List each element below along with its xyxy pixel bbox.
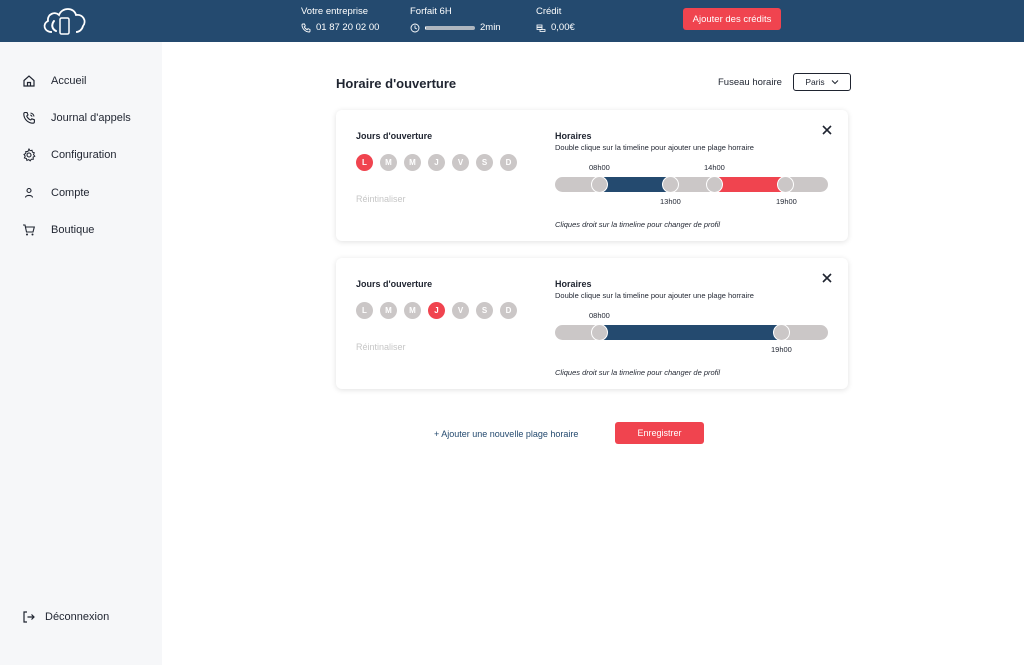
day-toggle-mercredi[interactable]: M	[404, 154, 421, 171]
day-toggle-dimanche[interactable]: D	[500, 154, 517, 171]
range-handle-end[interactable]	[662, 176, 679, 193]
user-icon	[24, 187, 34, 198]
company-phone: 01 87 20 02 00	[316, 22, 380, 33]
day-toggle-mercredi[interactable]: M	[404, 302, 421, 319]
sidebar-item-label: Configuration	[51, 149, 117, 161]
timezone-label: Fuseau horaire	[718, 77, 782, 88]
sidebar-item-journal-appels[interactable]: Journal d'appels	[22, 111, 131, 125]
day-toggle-jeudi[interactable]: J	[428, 302, 445, 319]
chevron-down-icon	[831, 80, 839, 85]
sidebar-item-label: Accueil	[51, 75, 87, 87]
range-handle-end[interactable]	[777, 176, 794, 193]
days-title: Jours d'ouverture	[356, 131, 433, 141]
timezone-value: Paris	[805, 77, 825, 87]
profile-hint: Cliques droit sur la timeline pour chang…	[555, 220, 721, 229]
hours-hint: Double clique sur la timeline pour ajout…	[555, 143, 754, 152]
hours-title: Horaires	[555, 279, 592, 289]
sidebar: Accueil Journal d'appels Configuration C…	[0, 42, 162, 665]
plan-usage-value: 2min	[480, 22, 501, 33]
timeline[interactable]	[555, 176, 828, 193]
sidebar-item-boutique[interactable]: Boutique	[22, 223, 94, 237]
range-start-label: 14h00	[704, 163, 725, 172]
day-toggle-dimanche[interactable]: D	[500, 302, 517, 319]
time-range-segment[interactable]	[599, 177, 671, 192]
sidebar-item-compte[interactable]: Compte	[22, 186, 90, 200]
timezone-select[interactable]: Paris	[793, 73, 851, 91]
sidebar-item-label: Compte	[51, 187, 90, 199]
logout-button[interactable]: Déconnexion	[22, 610, 109, 624]
range-handle-start[interactable]	[591, 324, 608, 341]
range-end-label: 19h00	[771, 345, 792, 354]
close-icon[interactable]	[821, 272, 833, 284]
add-credits-button[interactable]: Ajouter des crédits	[683, 8, 781, 30]
day-toggle-vendredi[interactable]: V	[452, 154, 469, 171]
plan-usage-bar	[425, 25, 475, 30]
reset-link[interactable]: Réintinaliser	[356, 342, 406, 352]
cloud-phone-logo-icon[interactable]	[40, 4, 88, 38]
plan-info: Forfait 6H 2min	[410, 6, 501, 33]
day-toggle-samedi[interactable]: S	[476, 302, 493, 319]
reset-link[interactable]: Réintinaliser	[356, 194, 406, 204]
sidebar-item-configuration[interactable]: Configuration	[22, 148, 116, 162]
day-toggle-lundi[interactable]: L	[356, 154, 373, 171]
credit-value: 0,00€	[551, 22, 575, 33]
day-toggle-samedi[interactable]: S	[476, 154, 493, 171]
day-toggle-lundi[interactable]: L	[356, 302, 373, 319]
sidebar-item-label: Journal d'appels	[51, 112, 131, 124]
range-start-label: 08h00	[589, 163, 610, 172]
save-button[interactable]: Enregistrer	[615, 422, 704, 444]
plan-label: Forfait 6H	[410, 6, 452, 17]
credit-label: Crédit	[536, 6, 562, 17]
day-toggle-mardi[interactable]: M	[380, 302, 397, 319]
close-icon[interactable]	[821, 124, 833, 136]
sidebar-item-label: Boutique	[51, 224, 95, 236]
page-title: Horaire d'ouverture	[336, 76, 457, 91]
phone-icon	[301, 23, 311, 32]
top-bar: Votre entreprise 01 87 20 02 00 Forfait …	[0, 0, 1024, 42]
hours-hint: Double clique sur la timeline pour ajout…	[555, 291, 754, 300]
range-handle-end[interactable]	[773, 324, 790, 341]
range-start-label: 08h00	[589, 311, 610, 320]
credit-info: Crédit 0,00€	[536, 6, 575, 33]
gear-icon	[23, 148, 36, 162]
company-label: Votre entreprise	[301, 6, 369, 17]
add-time-range-link[interactable]: + Ajouter une nouvelle plage horaire	[434, 429, 579, 439]
timeline[interactable]	[555, 324, 828, 341]
logout-icon	[23, 611, 35, 623]
company-info: Votre entreprise 01 87 20 02 00	[301, 6, 379, 33]
clock-icon	[410, 23, 420, 32]
coins-icon	[536, 24, 546, 32]
range-handle-start[interactable]	[706, 176, 723, 193]
day-toggle-vendredi[interactable]: V	[452, 302, 469, 319]
hours-title: Horaires	[555, 131, 592, 141]
sidebar-item-accueil[interactable]: Accueil	[22, 74, 86, 88]
day-toggle-mardi[interactable]: M	[380, 154, 397, 171]
logout-label: Déconnexion	[45, 611, 110, 623]
cart-icon	[23, 224, 36, 236]
days-title: Jours d'ouverture	[356, 279, 433, 289]
time-range-segment[interactable]	[714, 177, 786, 192]
phone-call-icon	[23, 111, 35, 124]
time-range-segment[interactable]	[599, 325, 782, 340]
range-handle-start[interactable]	[591, 176, 608, 193]
schedule-card: Jours d'ouverture L M M J V S D Réintina…	[336, 110, 848, 241]
range-end-label: 13h00	[660, 197, 681, 206]
day-toggle-jeudi[interactable]: J	[428, 154, 445, 171]
home-icon	[23, 75, 35, 87]
schedule-card: Jours d'ouverture L M M J V S D Réintina…	[336, 258, 848, 389]
range-end-label: 19h00	[776, 197, 797, 206]
profile-hint: Cliques droit sur la timeline pour chang…	[555, 368, 721, 377]
